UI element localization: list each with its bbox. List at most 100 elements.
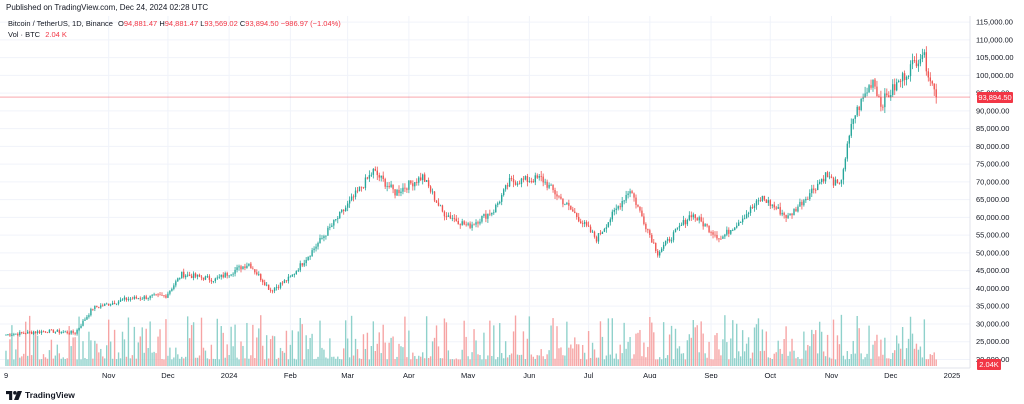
volume-bar <box>129 358 132 366</box>
volume-bar <box>378 332 380 366</box>
candle-body <box>678 225 681 228</box>
candle-body <box>283 280 286 283</box>
volume-bar <box>358 358 361 366</box>
candle-body <box>745 214 748 219</box>
candle-body <box>907 76 910 77</box>
y-tick-label: 80,000.00 <box>976 142 1009 151</box>
volume-bar <box>913 348 916 366</box>
candle-body <box>927 71 929 78</box>
x-tick-label: Nov <box>102 371 116 378</box>
candle-body <box>256 272 258 275</box>
volume-bar <box>730 338 732 366</box>
candle-body <box>390 184 392 188</box>
volume-bar <box>92 358 94 366</box>
candle-body <box>884 93 886 108</box>
volume-bar <box>690 337 692 366</box>
volume-bar <box>670 325 673 366</box>
candle-body <box>66 331 68 334</box>
x-tick-label: Sep <box>704 371 717 378</box>
candle-body <box>234 269 236 274</box>
candle-body <box>339 211 341 219</box>
candle-body <box>595 236 598 242</box>
x-tick-label: Mar <box>341 371 354 378</box>
candle-body <box>570 205 572 210</box>
volume-bar <box>830 358 833 366</box>
candle-body <box>485 213 487 219</box>
volume-bar <box>860 353 862 366</box>
volume-bar <box>368 359 371 366</box>
y-tick-label: 90,000.00 <box>976 106 1009 115</box>
legend-symbol[interactable]: Bitcoin / TetherUS, 1D, Binance <box>8 19 113 28</box>
candle-body <box>888 95 890 98</box>
volume-bar <box>765 331 768 366</box>
legend-high-value: 94,881.47 <box>164 19 199 28</box>
volume-bar <box>117 352 120 366</box>
volume-bar <box>935 359 937 366</box>
candle-body <box>797 206 799 212</box>
candle-body <box>299 263 301 271</box>
candle-body <box>337 218 339 220</box>
volume-bar <box>587 331 590 366</box>
candle-body <box>220 274 222 277</box>
legend-main-row: Bitcoin / TetherUS, 1D, Binance O94,881.… <box>8 18 341 29</box>
candle-body <box>670 240 673 242</box>
volume-bar <box>716 333 718 366</box>
candle-body <box>236 267 238 270</box>
volume-bar <box>595 357 598 366</box>
volume-bar <box>785 326 787 366</box>
volume-bar <box>512 331 515 366</box>
candle-body <box>28 331 31 333</box>
candle-body <box>811 188 813 194</box>
candle-body <box>589 226 592 233</box>
candle-body <box>844 158 847 170</box>
volume-bar <box>516 354 519 366</box>
volume-bar <box>325 357 327 366</box>
volume-bar <box>495 359 497 366</box>
volume-bar <box>759 351 762 366</box>
volume-bar <box>660 359 663 366</box>
volume-bar <box>548 350 550 366</box>
volume-bar <box>493 325 495 366</box>
volume-bar <box>437 346 440 366</box>
volume-bar <box>615 353 617 366</box>
candle-body <box>605 227 608 229</box>
candle-body <box>700 217 702 222</box>
volume-bar <box>303 359 305 366</box>
volume-bar <box>532 356 534 366</box>
candle-body <box>433 191 436 201</box>
volume-bar <box>501 353 503 366</box>
candle-body <box>370 174 373 176</box>
volume-bar <box>52 358 55 366</box>
candle-body <box>212 281 215 282</box>
volume-bar <box>625 348 627 366</box>
volume-bar <box>190 325 193 366</box>
volume-bar <box>682 353 685 366</box>
volume-bar <box>562 355 564 366</box>
volume-bar <box>915 343 918 366</box>
candle-body <box>554 189 556 195</box>
tradingview-logo[interactable]: TradingView <box>6 390 75 400</box>
candle-body <box>572 209 574 212</box>
candle-body <box>398 189 400 194</box>
legend-volume-label[interactable]: Vol · BTC <box>8 30 41 39</box>
candle-body <box>510 178 513 180</box>
price-chart[interactable]: 115,000.00 110,000.00 105,000.00 100,000.00… <box>0 16 1024 378</box>
candle-body <box>899 80 902 82</box>
volume-bar <box>102 356 104 366</box>
volume-bar <box>104 358 106 366</box>
candle-body <box>100 305 102 308</box>
candle-body <box>704 224 706 227</box>
volume-bar <box>457 359 459 366</box>
volume-bar <box>601 336 604 366</box>
volume-bar <box>605 355 608 366</box>
candle-body <box>352 196 355 198</box>
candle-body <box>807 198 809 200</box>
volume-bar <box>271 335 274 366</box>
volume-bar <box>609 354 612 366</box>
candle-body <box>202 277 205 280</box>
chart-area[interactable]: 115,000.00 110,000.00 105,000.00 100,000.00… <box>0 16 1024 378</box>
candle-body <box>52 329 55 333</box>
volume-bar <box>672 359 675 366</box>
volume-bar <box>394 359 396 366</box>
candle-body <box>767 200 770 203</box>
